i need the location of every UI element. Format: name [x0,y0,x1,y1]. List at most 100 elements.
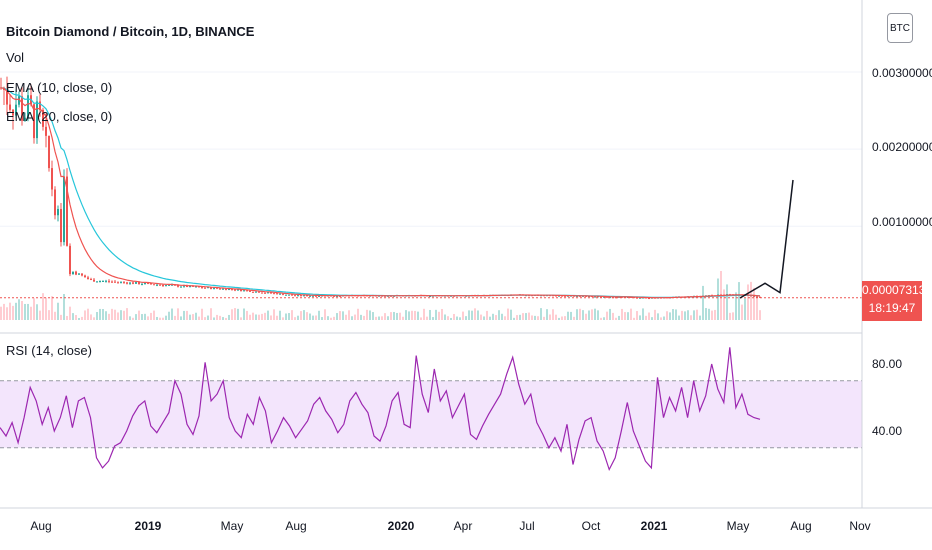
ema10-legend[interactable]: EMA (10, close, 0) [6,80,113,95]
volume-bar [738,282,740,320]
volume-bar [84,310,86,320]
volume-bar [243,308,245,320]
volume-bar [201,308,203,320]
volume-bar [333,316,335,320]
ema20-legend[interactable]: EMA (20, close, 0) [6,109,113,124]
time-axis-label: Jul [519,519,534,533]
candle-body [198,286,200,288]
volume-bar [198,316,200,320]
volume-bar [681,310,683,320]
volume-bar [306,312,308,320]
candle-body [9,104,11,110]
rsi-pane[interactable] [0,347,862,472]
volume-bar [72,313,74,320]
candle-body [99,281,101,283]
volume-bar [576,309,578,320]
volume-bar [453,313,455,320]
volume-bar [141,314,143,320]
candle-body [336,295,338,297]
volume-bar [513,317,515,320]
volume-bar [717,278,719,320]
volume-bar [174,315,176,320]
candle-body [165,285,167,287]
volume-bar [42,293,44,320]
drawn-projection-line[interactable] [739,179,794,299]
volume-bar [435,309,437,320]
candle-body [300,295,302,297]
volume-bar [252,312,254,320]
volume-bar [510,309,512,320]
volume-bar [9,302,11,320]
volume-bar [666,311,668,320]
price-pane[interactable] [0,71,862,320]
currency-badge[interactable]: BTC [887,13,913,43]
volume-bar [711,310,713,320]
volume-bar [66,315,68,320]
volume-legend[interactable]: Vol [6,50,25,65]
rsi-legend[interactable]: RSI (14, close) [6,343,92,358]
volume-bar [624,312,626,320]
volume-bar [366,309,368,320]
volume-bar [528,312,530,320]
volume-bar [90,314,92,320]
price-candles[interactable] [0,76,761,300]
candle-body [753,295,755,297]
volume-bar [540,308,542,320]
volume-bar [69,306,71,320]
volume-bar [195,312,197,320]
volume-bar [534,315,536,320]
candle-body [108,280,110,282]
volume-bar [411,310,413,320]
volume-bar [15,302,17,320]
candle-body [93,279,95,282]
candle-body [150,283,152,285]
volume-bar [48,310,50,320]
volume-bar [597,310,599,320]
volume-bar [18,299,20,320]
volume-bar [192,314,194,320]
volume-bar [300,311,302,320]
volume-bar [336,313,338,320]
volume-bar [54,311,56,320]
volume-bar [234,308,236,320]
candle-body [195,286,197,288]
volume-bar [387,316,389,320]
time-axis[interactable]: Aug 2019 May Aug 2020 Apr Jul Oct 2021 May Aug Nov [30,519,870,533]
volume-bar [105,311,107,320]
volume-bar [573,316,575,320]
chart-title[interactable]: Bitcoin Diamond / Bitcoin, 1D, BINANCE [6,24,255,39]
time-axis-label: Aug [30,519,51,533]
candle-body [39,101,41,110]
candle-body [33,104,35,139]
volume-bar [231,309,233,320]
rsi-axis[interactable]: 80.00 40.00 [872,357,902,438]
volume-bar [504,316,506,320]
candle-body [78,273,80,275]
candle-body [141,284,143,286]
candle-body [105,280,107,282]
volume-bar [450,317,452,320]
candle-body [297,295,299,297]
candle-body [57,208,59,216]
candle-body [258,291,260,293]
volume-bar [447,316,449,320]
candle-body [597,296,599,298]
volume-bar [714,309,716,320]
volume-bar [312,315,314,320]
volume-bar [489,316,491,320]
volume-bar [702,285,704,320]
candle-body [36,101,38,139]
volume-bar [690,315,692,320]
volume-bar [282,317,284,320]
candle-body [144,283,146,285]
volume-bar [567,311,569,320]
price-axis[interactable]: 0.00300000 0.00200000 0.00100000 [872,66,932,229]
volume-bar [660,317,662,320]
volume-bar [636,311,638,320]
volume-bar [102,309,104,320]
volume-bar [75,315,77,320]
volume-bar [372,312,374,320]
last-price-tag: 0.00007313 18:19:47 [862,281,925,321]
time-axis-label: Oct [582,519,601,533]
